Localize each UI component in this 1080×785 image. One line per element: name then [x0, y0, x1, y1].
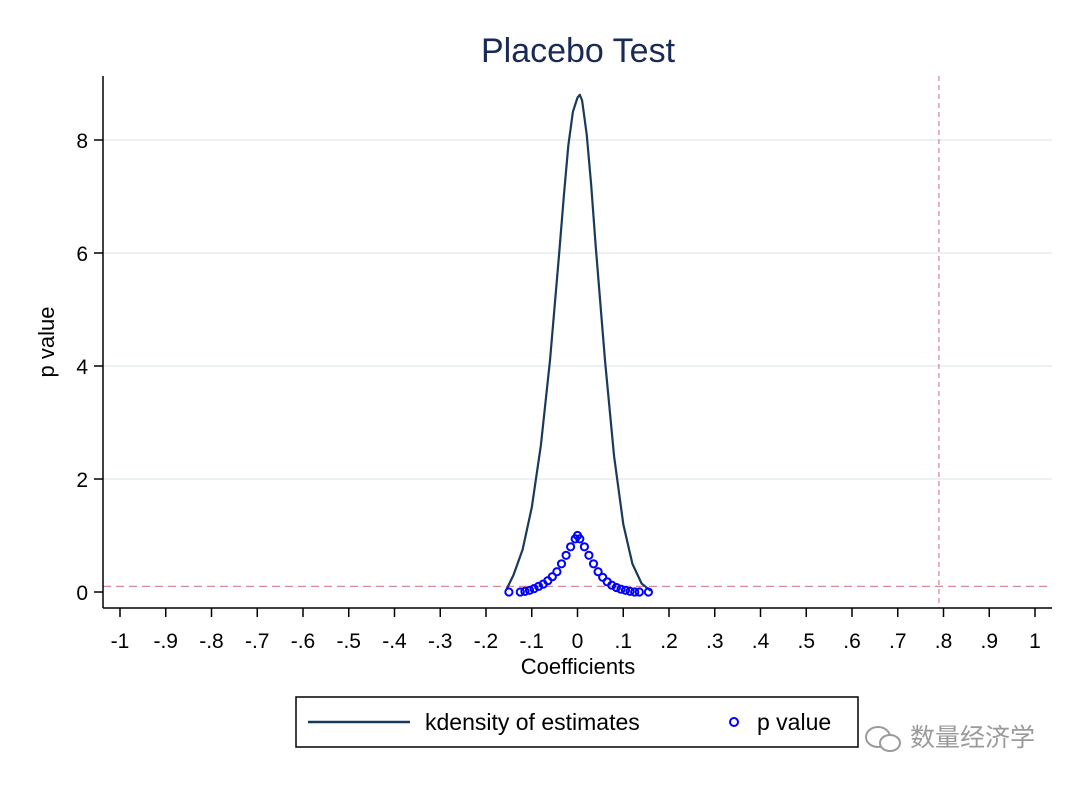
watermark: 数量经济学: [865, 724, 1035, 752]
legend-label-kdensity: kdensity of estimates: [425, 709, 640, 735]
series-line-kdensity: [505, 93, 652, 592]
series-point-p-value: [625, 586, 635, 597]
x-tick-label: .9: [980, 630, 998, 653]
series-point-p-value: [547, 572, 557, 582]
y-tick-label: 6: [76, 243, 88, 266]
x-tick-label: .4: [752, 630, 770, 653]
x-tick-label: -1: [111, 630, 130, 653]
series-point-p-value: [593, 567, 603, 577]
series-point-p-value: [534, 581, 544, 592]
series-point-p-value: [556, 559, 567, 569]
series-point-p-value: [515, 587, 525, 597]
series-point-p-value: [520, 586, 530, 597]
series-point-p-value: [575, 534, 585, 544]
x-tick-label: -.2: [474, 630, 499, 653]
series-point-p-value: [552, 567, 562, 577]
y-axis-label: p value: [34, 307, 59, 378]
chart-title: Placebo Test: [481, 32, 676, 70]
x-axis-label: Coefficients: [521, 654, 636, 679]
x-tick-label: .5: [797, 630, 815, 653]
y-tick-label: 0: [76, 582, 88, 605]
watermark-text: 数量经济学: [910, 724, 1035, 752]
x-tick-label: .2: [660, 630, 678, 653]
x-tick-label: 0: [572, 630, 584, 653]
y-tick-label: 8: [76, 130, 88, 153]
series-point-p-value: [616, 584, 626, 594]
series-layer: [504, 93, 654, 597]
series-point-p-value: [579, 542, 590, 552]
series-point-p-value: [504, 587, 514, 597]
series-point-p-value: [634, 587, 644, 597]
x-tick-label: .8: [935, 630, 953, 653]
series-point-p-value: [524, 585, 535, 595]
x-tick-label: -.1: [519, 630, 544, 653]
reference-lines: [103, 76, 1052, 608]
x-tick-label: .1: [614, 630, 632, 653]
series-point-p-value: [620, 585, 631, 595]
series-point-p-value: [630, 587, 640, 597]
y-ticks: 0 2 4 6 8: [76, 130, 103, 605]
legend-marker-swatch: [729, 717, 739, 727]
series-point-p-value: [566, 542, 576, 552]
x-tick-label: -.9: [153, 630, 178, 653]
legend-label-p-value: p value: [757, 709, 831, 735]
series-point-p-value: [607, 580, 617, 590]
x-tick-label: -.7: [245, 630, 270, 653]
series-point-p-value: [529, 584, 539, 594]
x-tick-label: .3: [706, 630, 724, 653]
series-point-p-value: [584, 550, 594, 560]
series-point-p-value: [588, 559, 599, 569]
x-tick-label: .6: [843, 630, 861, 653]
y-tick-label: 4: [76, 356, 88, 379]
legend: kdensity of estimates p value: [295, 696, 859, 748]
wechat-icon: [865, 726, 901, 752]
gridlines: [103, 139, 1052, 480]
x-tick-label: -.3: [428, 630, 453, 653]
x-ticks: -1 -.9 -.8 -.7 -.6 -.5 -.4 -.3 -.2 -.1 0 .1 .2 .3 .4 .5…: [111, 608, 1041, 653]
y-tick-label: 2: [76, 469, 88, 492]
x-tick-label: -.8: [199, 630, 224, 653]
x-tick-label: 1: [1029, 630, 1041, 653]
x-tick-label: -.4: [382, 630, 407, 653]
x-tick-label: -.5: [336, 630, 361, 653]
series-point-p-value: [643, 587, 654, 597]
x-tick-label: .7: [889, 630, 907, 653]
series-point-p-value: [561, 550, 571, 560]
x-tick-label: -.6: [291, 630, 316, 653]
series-point-p-value: [611, 582, 622, 593]
